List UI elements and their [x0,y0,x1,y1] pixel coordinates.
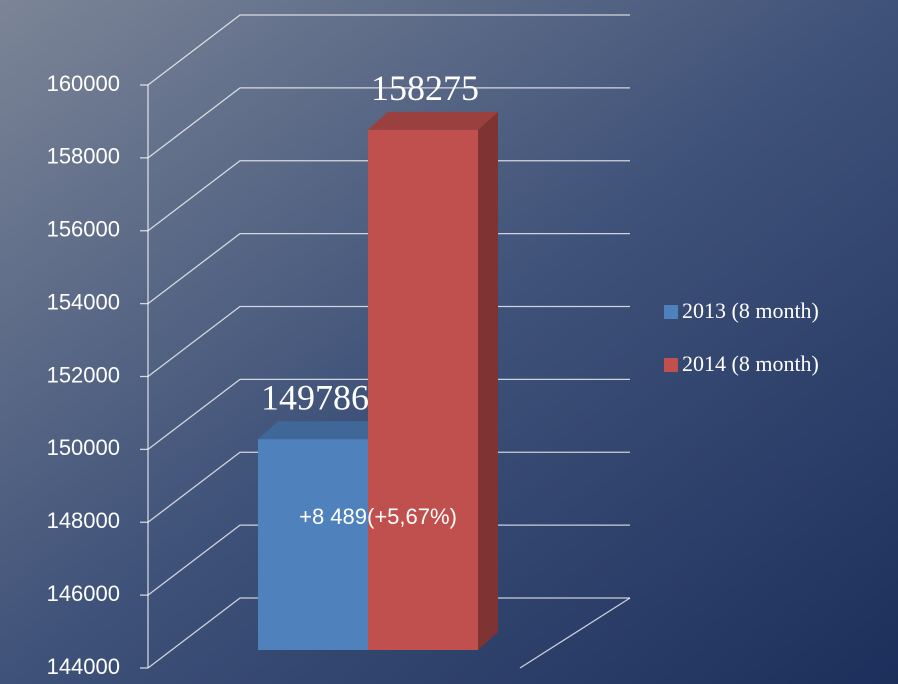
y-tick-label: 154000 [47,289,120,314]
annotation: +8 489(+5,67%) [299,504,457,529]
grid-line [147,378,630,450]
grid-line [147,14,630,86]
legend-label: 2013 (8 month) [682,298,819,323]
y-tick-label: 156000 [47,217,120,242]
bar-top [258,421,388,440]
legend-swatch [664,358,678,372]
grid-line [147,524,630,596]
y-tick-label: 150000 [47,435,120,460]
bar-side [478,111,498,651]
y-tick-label: 144000 [47,654,120,679]
grid-line [147,160,630,232]
grid-line [147,451,630,523]
legend-label: 2014 (8 month) [682,351,819,376]
floor-edge [519,597,631,669]
value-label: 158275 [371,68,479,108]
legend-swatch [664,305,678,319]
bar [368,129,478,651]
grid-line [147,305,630,378]
bar [258,439,368,650]
y-tick-label: 148000 [47,508,120,533]
y-tick-label: 158000 [47,144,120,169]
y-tick-label: 146000 [47,581,120,606]
value-label: 149786 [261,377,369,417]
grid-line [147,232,630,305]
grid-line [147,597,630,669]
bar-top [368,111,498,130]
y-tick-label: 152000 [47,362,120,387]
y-tick-label: 160000 [47,71,120,96]
grid-line [147,87,630,159]
